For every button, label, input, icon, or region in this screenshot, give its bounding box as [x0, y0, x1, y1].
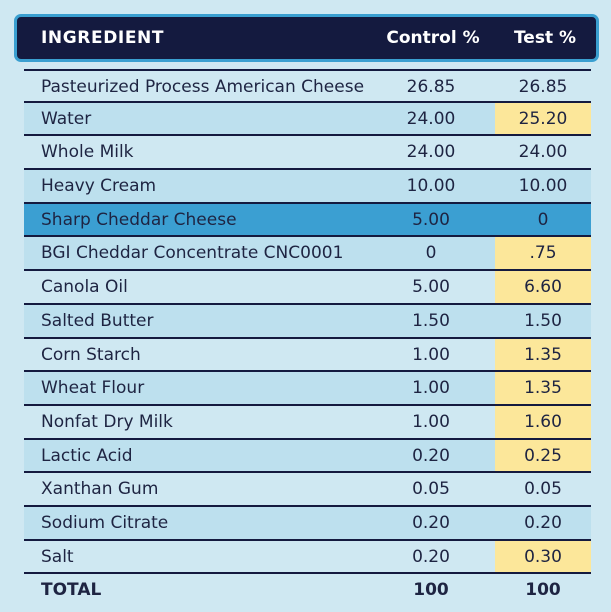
control-value: 0.20: [412, 445, 450, 466]
test-value-changed: 0.25: [495, 439, 591, 472]
ingredient-name: BGI Cheddar Concentrate CNC0001: [41, 243, 344, 264]
ingredient-name: Salt: [41, 546, 74, 567]
test-value: 24.00: [518, 142, 568, 163]
control-value: 24.00: [406, 142, 456, 163]
ingredient-table: Pasteurized Process American Cheese 26.8…: [24, 69, 591, 608]
ingredient-name: Heavy Cream: [41, 176, 157, 197]
table-row: Xanthan Gum 0.05 0.05: [24, 473, 591, 507]
total-label: TOTAL: [41, 580, 102, 601]
table-row: Lactic Acid 0.20 0.25: [24, 439, 591, 474]
control-value: 1.00: [412, 344, 450, 365]
header-ingredient: INGREDIENT: [41, 28, 165, 48]
control-value: 1.00: [412, 411, 450, 432]
ingredient-name: Salted Butter: [41, 310, 154, 331]
test-value-changed: 1.60: [495, 405, 591, 438]
control-value: 1.50: [412, 310, 450, 331]
ingredient-name: Pasteurized Process American Cheese: [41, 77, 365, 97]
test-value: 1.50: [524, 310, 562, 331]
table-row: Canola Oil 5.00 6.60: [24, 271, 591, 305]
table-header: INGREDIENT Control % Test %: [14, 14, 599, 62]
ingredient-name: Corn Starch: [41, 344, 141, 365]
ingredient-name: Sharp Cheddar Cheese: [41, 209, 237, 230]
control-value: 26.85: [406, 77, 456, 97]
table-row: Heavy Cream 10.00 10.00: [24, 170, 591, 204]
test-value: 0.20: [524, 512, 562, 533]
ingredient-name: Whole Milk: [41, 142, 134, 163]
test-value-changed: 1.35: [495, 372, 591, 404]
control-value: 10.00: [406, 176, 456, 197]
ingredient-name: Nonfat Dry Milk: [41, 411, 173, 432]
ingredient-name: Wheat Flour: [41, 378, 145, 399]
table-row: Sodium Citrate 0.20 0.20: [24, 506, 591, 541]
ingredient-name: Sodium Citrate: [41, 512, 169, 533]
total-row: TOTAL 100 100: [24, 574, 591, 608]
control-value: 0.20: [412, 546, 450, 567]
table-row: Corn Starch 1.00 1.35: [24, 338, 591, 373]
control-value: 1.00: [412, 378, 450, 399]
control-value: 0.05: [412, 479, 450, 500]
table-row: Pasteurized Process American Cheese 26.8…: [24, 69, 591, 103]
table-row-highlighted: Sharp Cheddar Cheese 5.00 0: [24, 203, 591, 238]
header-test-percent: Test %: [513, 28, 577, 48]
table-row: BGI Cheddar Concentrate CNC0001 0 .75: [24, 237, 591, 272]
ingredient-name: Water: [41, 108, 92, 129]
total-control-value: 100: [413, 580, 449, 601]
header-control-percent: Control %: [386, 28, 480, 48]
table-row: Salted Butter 1.50 1.50: [24, 304, 591, 339]
control-value: 0.20: [412, 512, 450, 533]
test-value-changed: 25.20: [495, 102, 591, 135]
table-row: Nonfat Dry Milk 1.00 1.60: [24, 405, 591, 440]
test-value: 0: [537, 209, 549, 230]
test-value-changed: .75: [495, 237, 591, 270]
test-value: 26.85: [518, 77, 568, 97]
control-value: 24.00: [406, 108, 456, 129]
control-value: 0: [425, 243, 437, 264]
control-value: 5.00: [412, 277, 450, 298]
test-value-changed: 6.60: [495, 271, 591, 303]
ingredient-name: Canola Oil: [41, 277, 128, 298]
table-row: Water 24.00 25.20: [24, 102, 591, 137]
test-value: 10.00: [518, 176, 568, 197]
ingredient-name: Xanthan Gum: [41, 479, 159, 500]
test-value: 0.05: [524, 479, 562, 500]
test-value-changed: 1.35: [495, 338, 591, 371]
table-row: Wheat Flour 1.00 1.35: [24, 372, 591, 406]
control-value: 5.00: [412, 209, 450, 230]
test-value-changed: 0.30: [495, 540, 591, 573]
table-row: Whole Milk 24.00 24.00: [24, 136, 591, 171]
ingredient-name: Lactic Acid: [41, 445, 133, 466]
total-test-value: 100: [525, 580, 561, 601]
table-row: Salt 0.20 0.30: [24, 540, 591, 575]
